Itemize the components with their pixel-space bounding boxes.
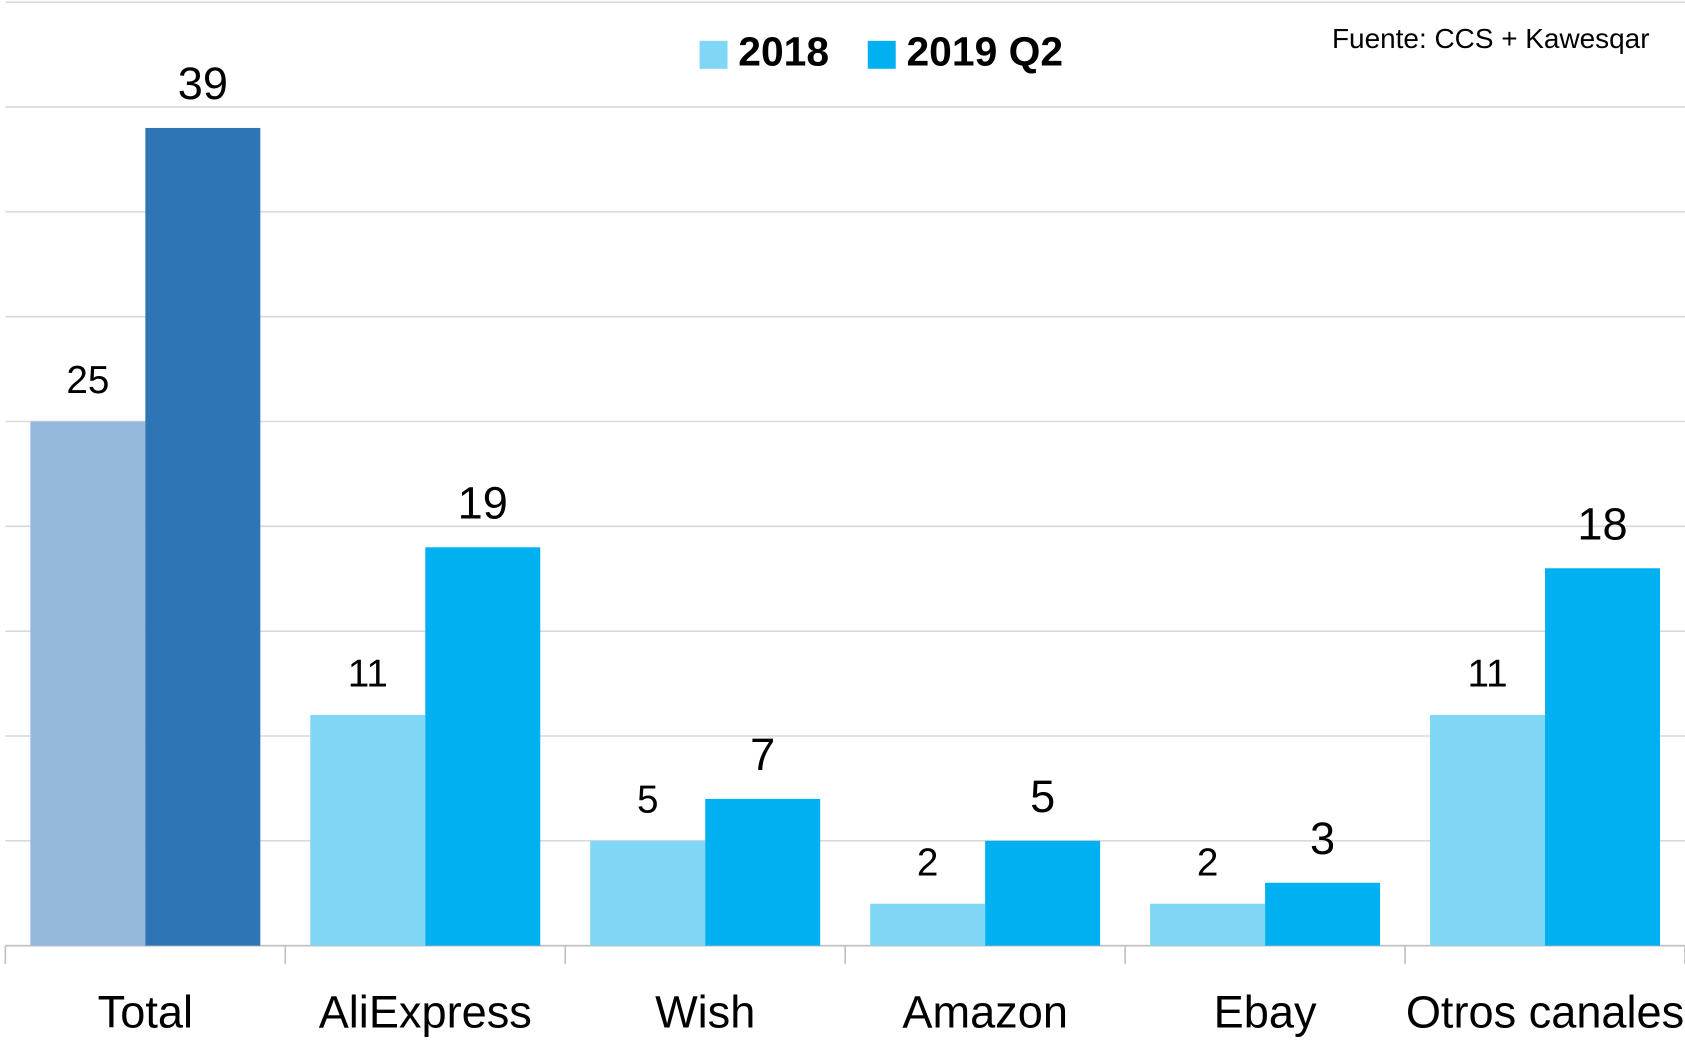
- data-label: 11: [348, 653, 388, 696]
- data-label: 18: [1577, 498, 1627, 549]
- bar: [705, 798, 821, 946]
- data-label: 2: [917, 841, 939, 884]
- bar: [1430, 715, 1546, 946]
- bar: [870, 903, 986, 946]
- x-tick-label: Wish: [655, 986, 755, 1037]
- bar: [1150, 903, 1266, 946]
- x-tick-label: Otros canales: [1406, 986, 1684, 1037]
- data-label: 5: [637, 778, 659, 821]
- bar: [1265, 882, 1381, 946]
- bar: [590, 840, 706, 946]
- bar: [30, 421, 146, 946]
- legend-swatch: [699, 40, 728, 69]
- x-tick-label: Amazon: [902, 986, 1068, 1037]
- data-label: 19: [458, 477, 508, 528]
- bar: [1545, 568, 1661, 946]
- bar: [310, 715, 426, 946]
- legend: 2018 2019 Q2: [699, 29, 1063, 75]
- data-label: 5: [1030, 771, 1055, 822]
- source-note: Fuente: CCS + Kawesqar: [1332, 23, 1650, 54]
- x-tick-label: Total: [98, 986, 193, 1037]
- x-tick-label: AliExpress: [319, 986, 532, 1037]
- data-label: 39: [178, 58, 228, 109]
- data-label: 25: [66, 359, 109, 402]
- legend-label: 2018: [738, 29, 829, 75]
- bar: [985, 840, 1101, 946]
- legend-label: 2019 Q2: [906, 29, 1063, 75]
- bar: [425, 547, 541, 946]
- data-label: 2: [1197, 841, 1219, 884]
- x-tick-label: Ebay: [1214, 986, 1317, 1037]
- data-label: 11: [1467, 653, 1507, 696]
- bar: [145, 127, 261, 946]
- data-label: 3: [1310, 813, 1335, 864]
- legend-swatch: [867, 40, 896, 69]
- data-label: 7: [750, 729, 775, 780]
